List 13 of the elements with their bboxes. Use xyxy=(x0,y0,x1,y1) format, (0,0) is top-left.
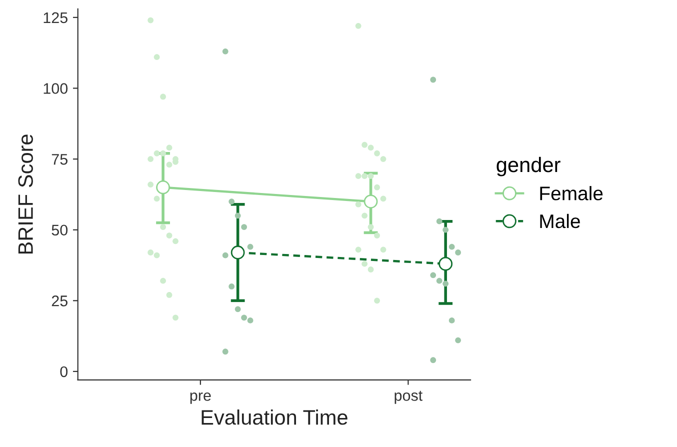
y-tick-label: 75 xyxy=(52,154,68,165)
x-axis-title: Evaluation Time xyxy=(202,409,348,425)
y-tick-label: 50 xyxy=(52,224,68,236)
legend-label: Male xyxy=(540,214,580,228)
legend-title: gender xyxy=(496,156,560,176)
x-tick-label: post xyxy=(394,390,423,404)
y-tick-label: 0 xyxy=(60,366,68,378)
x-tick-label: pre xyxy=(190,392,211,404)
y-tick-label: 125 xyxy=(44,12,68,24)
y-tick-label: 100 xyxy=(44,83,68,94)
legend-label: Female xyxy=(540,186,603,200)
y-axis-title: BRIEF Score xyxy=(18,134,33,254)
y-tick-label: 25 xyxy=(52,296,68,306)
